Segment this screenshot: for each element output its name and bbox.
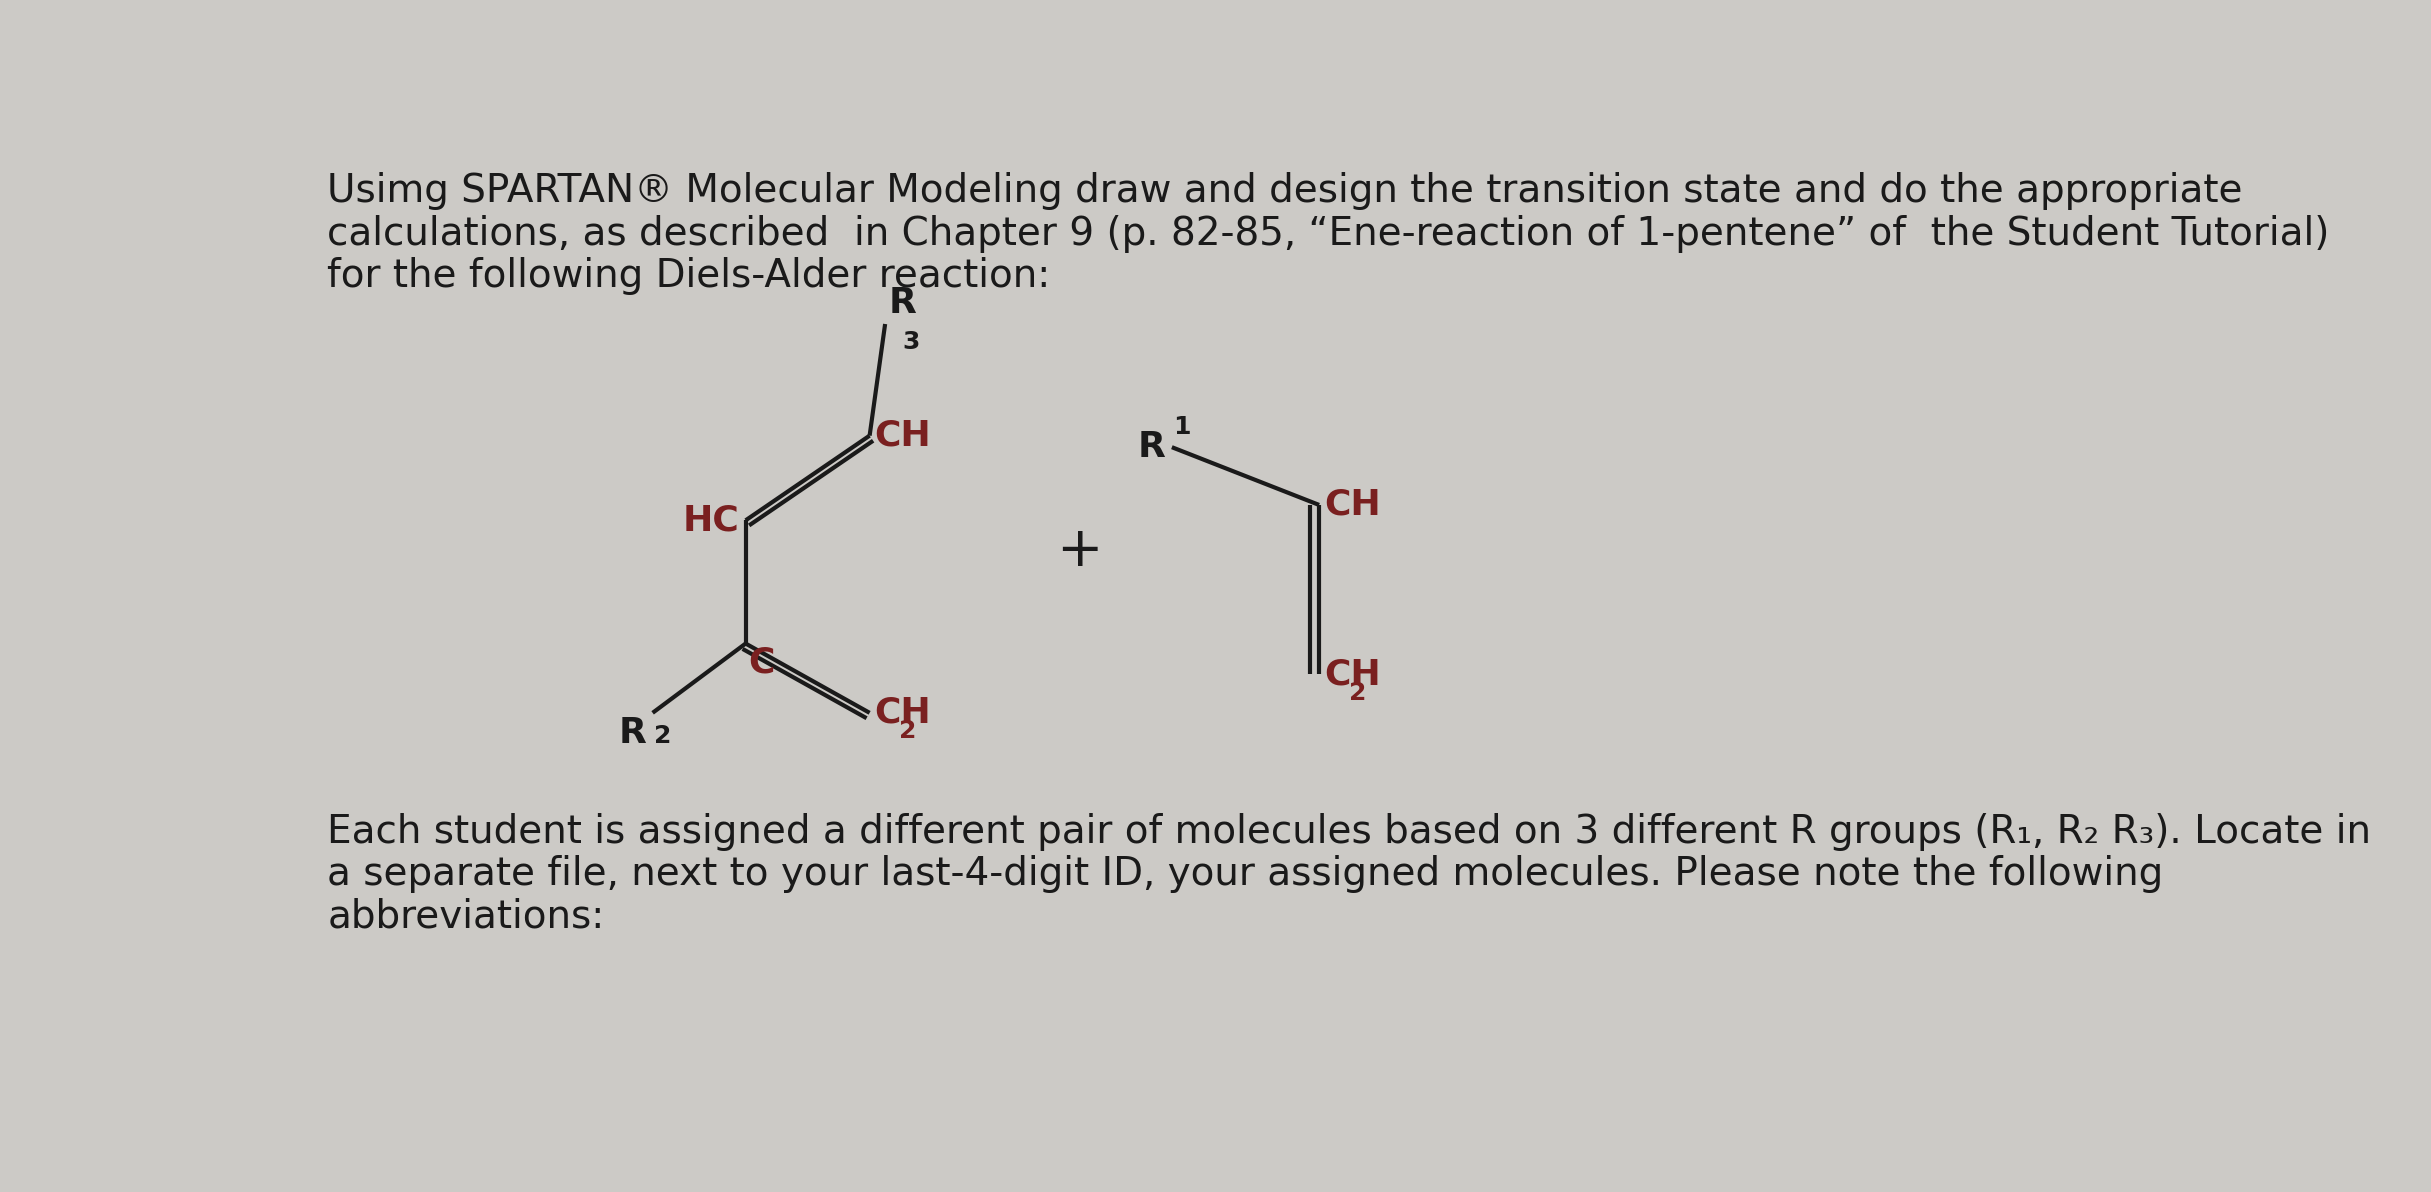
Text: CH: CH [1325, 657, 1381, 691]
Text: abbreviations:: abbreviations: [328, 898, 605, 936]
Text: R: R [1138, 430, 1167, 464]
Text: CH: CH [875, 418, 931, 453]
Text: a separate file, next to your last-4-digit ID, your assigned molecules. Please n: a separate file, next to your last-4-dig… [328, 856, 2164, 893]
Text: CH: CH [875, 696, 931, 730]
Text: Each student is assigned a different pair of molecules based on 3 different R gr: Each student is assigned a different pai… [328, 813, 2370, 851]
Text: R: R [890, 286, 916, 321]
Text: 3: 3 [902, 330, 919, 354]
Text: CH: CH [1325, 488, 1381, 522]
Text: for the following Diels-Alder reaction:: for the following Diels-Alder reaction: [328, 257, 1050, 294]
Text: 2: 2 [899, 719, 916, 743]
Text: 2: 2 [654, 724, 671, 747]
Text: Usimg SPARTAN® Molecular Modeling draw and design the transition state and do th: Usimg SPARTAN® Molecular Modeling draw a… [328, 173, 2244, 210]
Text: +: + [1055, 524, 1101, 578]
Text: calculations, as described  in Chapter 9 (p. 82-85, “Ene-reaction of 1-pentene” : calculations, as described in Chapter 9 … [328, 215, 2329, 253]
Text: 2: 2 [1349, 681, 1366, 704]
Text: C: C [749, 645, 775, 679]
Text: 1: 1 [1174, 416, 1191, 440]
Text: R: R [617, 716, 647, 750]
Text: HC: HC [683, 503, 739, 538]
